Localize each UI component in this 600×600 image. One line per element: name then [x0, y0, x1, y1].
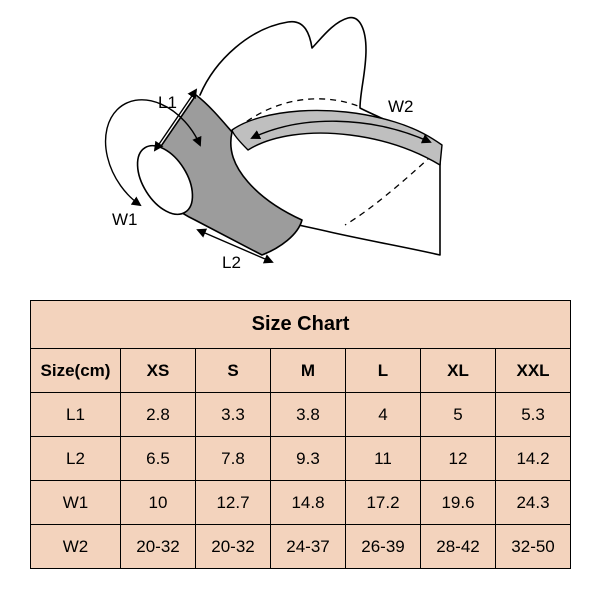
cell: 28-42 [421, 525, 496, 569]
label-l1: L1 [158, 93, 177, 112]
cell: 12.7 [196, 481, 271, 525]
table-row: W1 10 12.7 14.8 17.2 19.6 24.3 [31, 481, 571, 525]
diagram-svg: L1 W1 L2 W2 [0, 0, 600, 300]
row-label: L1 [31, 393, 121, 437]
cell: 17.2 [346, 481, 421, 525]
cell: 24-37 [271, 525, 346, 569]
page-root: L1 W1 L2 W2 Size Chart Size(cm) XS S M L… [0, 0, 600, 600]
col-header: XXL [496, 349, 571, 393]
cell: 26-39 [346, 525, 421, 569]
size-chart-area: Size Chart Size(cm) XS S M L XL XXL L1 2… [30, 300, 570, 569]
cell: 3.3 [196, 393, 271, 437]
col-header: M [271, 349, 346, 393]
cell: 9.3 [271, 437, 346, 481]
row-label: W1 [31, 481, 121, 525]
cell: 14.2 [496, 437, 571, 481]
table-row: L2 6.5 7.8 9.3 11 12 14.2 [31, 437, 571, 481]
cell: 2.8 [121, 393, 196, 437]
cell: 11 [346, 437, 421, 481]
table-title: Size Chart [31, 301, 571, 349]
label-w2: W2 [388, 97, 414, 116]
cell: 24.3 [496, 481, 571, 525]
cell: 20-32 [196, 525, 271, 569]
col-header: XL [421, 349, 496, 393]
cell: 6.5 [121, 437, 196, 481]
cell: 5 [421, 393, 496, 437]
row-header-label: Size(cm) [31, 349, 121, 393]
table-header-row: Size(cm) XS S M L XL XXL [31, 349, 571, 393]
muzzle-strap [232, 110, 442, 165]
cell: 7.8 [196, 437, 271, 481]
cell: 10 [121, 481, 196, 525]
muzzle-diagram: L1 W1 L2 W2 [0, 0, 600, 300]
table-row: L1 2.8 3.3 3.8 4 5 5.3 [31, 393, 571, 437]
table-title-row: Size Chart [31, 301, 571, 349]
cell: 5.3 [496, 393, 571, 437]
col-header: L [346, 349, 421, 393]
cell: 4 [346, 393, 421, 437]
cell: 20-32 [121, 525, 196, 569]
cell: 3.8 [271, 393, 346, 437]
cell: 32-50 [496, 525, 571, 569]
label-w1: W1 [112, 210, 138, 229]
table-row: W2 20-32 20-32 24-37 26-39 28-42 32-50 [31, 525, 571, 569]
size-chart-table: Size Chart Size(cm) XS S M L XL XXL L1 2… [30, 300, 571, 569]
cell: 19.6 [421, 481, 496, 525]
col-header: S [196, 349, 271, 393]
label-l2: L2 [222, 253, 241, 272]
cell: 14.8 [271, 481, 346, 525]
row-label: L2 [31, 437, 121, 481]
row-label: W2 [31, 525, 121, 569]
cell: 12 [421, 437, 496, 481]
col-header: XS [121, 349, 196, 393]
